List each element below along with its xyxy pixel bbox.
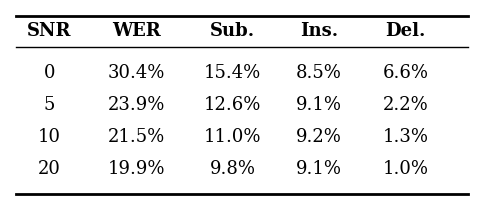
Text: 15.4%: 15.4%	[204, 64, 261, 82]
Text: SNR: SNR	[27, 22, 72, 41]
Text: 9.2%: 9.2%	[296, 128, 342, 146]
Text: 6.6%: 6.6%	[383, 64, 429, 82]
Text: 9.1%: 9.1%	[296, 160, 342, 178]
Text: 1.0%: 1.0%	[383, 160, 429, 178]
Text: 20: 20	[38, 160, 61, 178]
Text: 12.6%: 12.6%	[204, 96, 261, 114]
Text: WER: WER	[112, 22, 161, 41]
Text: 30.4%: 30.4%	[107, 64, 165, 82]
Text: Ins.: Ins.	[300, 22, 338, 41]
Text: 11.0%: 11.0%	[204, 128, 261, 146]
Text: 9.1%: 9.1%	[296, 96, 342, 114]
Text: Del.: Del.	[385, 22, 426, 41]
Text: 21.5%: 21.5%	[107, 128, 165, 146]
Text: 5: 5	[44, 96, 55, 114]
Text: 8.5%: 8.5%	[296, 64, 342, 82]
Text: 23.9%: 23.9%	[107, 96, 165, 114]
Text: Sub.: Sub.	[210, 22, 255, 41]
Text: 2.2%: 2.2%	[383, 96, 428, 114]
Text: 19.9%: 19.9%	[107, 160, 165, 178]
Text: 1.3%: 1.3%	[383, 128, 429, 146]
Text: 9.8%: 9.8%	[210, 160, 256, 178]
Text: 10: 10	[38, 128, 61, 146]
Text: 0: 0	[44, 64, 55, 82]
